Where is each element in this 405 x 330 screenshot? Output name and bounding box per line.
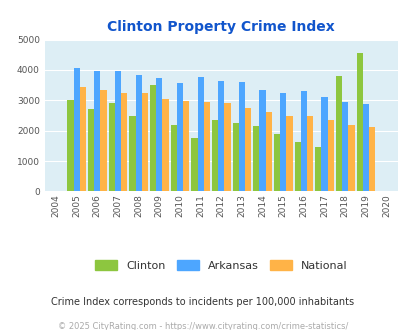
Bar — [211, 120, 217, 191]
Bar — [121, 93, 127, 191]
Bar — [149, 85, 156, 191]
Bar — [109, 103, 115, 191]
Bar — [100, 90, 107, 191]
Bar — [273, 134, 279, 191]
Bar — [327, 120, 333, 191]
Bar — [191, 138, 197, 191]
Legend: Clinton, Arkansas, National: Clinton, Arkansas, National — [89, 255, 352, 277]
Bar — [306, 116, 312, 191]
Bar — [73, 68, 79, 191]
Bar — [115, 72, 121, 191]
Bar — [300, 91, 306, 191]
Bar — [67, 100, 73, 191]
Bar — [203, 102, 209, 191]
Bar — [135, 75, 141, 191]
Bar — [294, 142, 300, 191]
Bar — [368, 127, 374, 191]
Bar — [341, 102, 347, 191]
Bar — [232, 123, 238, 191]
Bar — [162, 99, 168, 191]
Text: © 2025 CityRating.com - https://www.cityrating.com/crime-statistics/: © 2025 CityRating.com - https://www.city… — [58, 322, 347, 330]
Bar — [314, 148, 321, 191]
Bar — [183, 101, 189, 191]
Bar — [253, 126, 259, 191]
Bar — [279, 93, 286, 191]
Bar — [362, 104, 368, 191]
Bar — [88, 110, 94, 191]
Bar — [347, 125, 354, 191]
Title: Clinton Property Crime Index: Clinton Property Crime Index — [107, 20, 334, 34]
Bar — [238, 82, 245, 191]
Bar — [156, 78, 162, 191]
Bar — [170, 125, 177, 191]
Bar — [259, 90, 265, 191]
Bar — [335, 76, 341, 191]
Bar — [321, 97, 327, 191]
Bar — [286, 115, 292, 191]
Bar — [177, 83, 183, 191]
Bar — [224, 103, 230, 191]
Bar — [245, 108, 251, 191]
Bar — [265, 112, 271, 191]
Bar — [79, 87, 86, 191]
Text: Crime Index corresponds to incidents per 100,000 inhabitants: Crime Index corresponds to incidents per… — [51, 297, 354, 307]
Bar — [129, 115, 135, 191]
Bar — [94, 72, 100, 191]
Bar — [217, 81, 224, 191]
Bar — [141, 93, 147, 191]
Bar — [356, 53, 362, 191]
Bar — [197, 77, 203, 191]
